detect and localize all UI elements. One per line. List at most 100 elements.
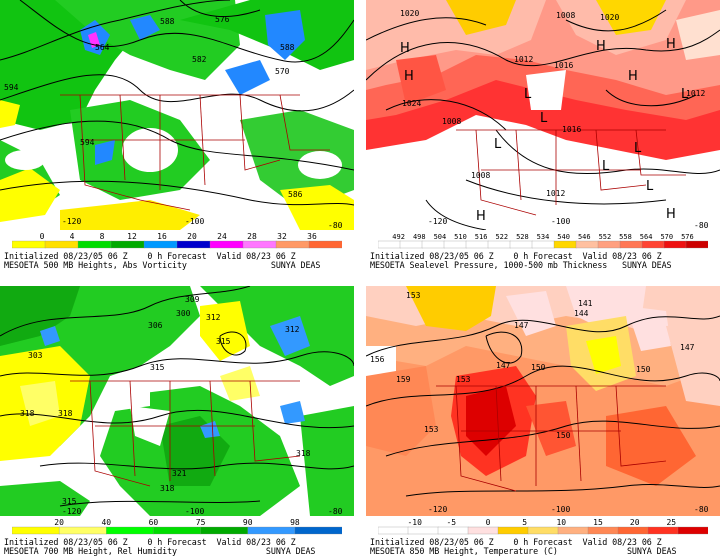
colorbar: 20 40 60 75 90 98	[12, 518, 342, 535]
contour-label: 159	[396, 375, 411, 384]
colorbar-label: 24	[217, 232, 227, 241]
colorbar-swatch	[378, 526, 409, 535]
panel-title: MESOETA Sealevel Pressure, 1000-500 mb T…	[370, 260, 672, 270]
colorbar-swatch	[44, 240, 79, 249]
contour-label: 315	[150, 363, 165, 372]
colorbar-label: 8	[100, 232, 105, 241]
colorbar-swatch	[531, 240, 555, 249]
colorbar-swatch	[509, 240, 533, 249]
low-pressure-marker: L	[634, 141, 642, 156]
contour-label: 1024	[402, 99, 421, 108]
colorbar-swatch	[294, 526, 342, 535]
colorbar-swatch	[209, 240, 244, 249]
contour-label: 1008	[442, 117, 461, 126]
contour-label: 318	[58, 409, 73, 418]
contour-label: 147	[496, 361, 511, 370]
colorbar-swatch	[58, 526, 107, 535]
panel-850mb-temperature: 153 141 144 147 156 159 153 147 150 150 …	[366, 286, 720, 557]
contour-label: 1016	[562, 125, 581, 134]
contour-label: 153	[406, 291, 421, 300]
high-pressure-marker: H	[400, 41, 410, 56]
colorbar-label: 516	[475, 233, 488, 241]
contour-label: 1012	[546, 189, 565, 198]
contour-label: 594	[80, 138, 95, 147]
colorbar-label: 40	[101, 518, 111, 527]
colorbar-label: 5	[522, 518, 527, 527]
contour-label: 306	[148, 321, 163, 330]
colorbar-label: 558	[619, 233, 632, 241]
contour-label: 141	[578, 299, 593, 308]
colorbar-swatch	[242, 240, 277, 249]
low-pressure-marker: L	[494, 137, 502, 152]
contour-label: 570	[275, 67, 290, 76]
colorbar-label: 0	[486, 518, 491, 527]
contour-label: 315	[62, 497, 77, 506]
colorbar-swatch	[12, 526, 60, 535]
contour-label: 1012	[686, 89, 705, 98]
contour-label: 300	[176, 309, 191, 318]
colorbar-swatch	[200, 526, 249, 535]
panel-title: MESOETA 850 MB Height, Temperature (C) S…	[370, 546, 677, 556]
colorbar-swatch	[617, 526, 649, 535]
high-pressure-marker: H	[404, 69, 414, 84]
colorbar-label: 25	[666, 518, 676, 527]
contour-label: 318	[296, 449, 311, 458]
colorbar-swatch	[275, 240, 310, 249]
map-label: -80	[328, 507, 343, 516]
colorbar-swatch	[421, 240, 445, 249]
init-line: Initialized 08/23/05 06 Z 0 h Forecast V…	[4, 251, 296, 261]
colorbar-swatch	[399, 240, 423, 249]
colorbar-label: 0	[40, 232, 45, 241]
contour-label: 594	[4, 83, 19, 92]
contour-label: 321	[172, 469, 187, 478]
colorbar-label: 90	[243, 518, 253, 527]
map-label: -80	[694, 505, 709, 514]
colorbar-label: 12	[127, 232, 137, 241]
colorbar-swatch	[106, 526, 155, 535]
colorbar-label: 540	[557, 233, 570, 241]
colorbar-label: 4	[70, 232, 75, 241]
colorbar-swatch	[647, 526, 679, 535]
contour-label: 1020	[400, 9, 419, 18]
colorbar-swatch	[143, 240, 178, 249]
contour-label: 315	[216, 337, 231, 346]
contour-label: 1012	[514, 55, 533, 64]
low-pressure-marker: L	[540, 111, 548, 126]
high-pressure-marker: H	[666, 207, 676, 222]
contour-label: 582	[192, 55, 207, 64]
low-pressure-marker: L	[524, 87, 532, 102]
colorbar: 0 4 8 12 16 20 24 28 32 36	[12, 232, 342, 249]
colorbar-swatch	[308, 240, 342, 249]
panel-500mb-vorticity: 588 576 564 582 588 570 594 586 594 -120…	[0, 0, 354, 271]
colorbar-label: 36	[307, 232, 317, 241]
colorbar-label: 20	[630, 518, 640, 527]
init-line: Initialized 08/23/05 06 Z 0 h Forecast V…	[370, 537, 662, 547]
colorbar-label: 10	[556, 518, 566, 527]
contour-label: 1020	[600, 13, 619, 22]
contour-label: 564	[95, 43, 110, 52]
panel-title: MESOETA 500 MB Heights, Abs Vorticity SU…	[4, 260, 321, 270]
map-label: -120	[62, 217, 81, 226]
contour-label: 1008	[556, 11, 575, 20]
colorbar-label: 16	[157, 232, 167, 241]
contour-label: 303	[28, 351, 43, 360]
contour-label: 588	[280, 43, 295, 52]
panel-700mb-humidity: 309 300 306 312 315 312 303 318 318 315 …	[0, 286, 354, 557]
colorbar-label: 20	[187, 232, 197, 241]
colorbar-label: 504	[434, 233, 447, 241]
colorbar-label: -5	[446, 518, 456, 527]
colorbar-label: 534	[537, 233, 550, 241]
map-label: -120	[428, 505, 447, 514]
low-pressure-marker: L	[602, 159, 610, 174]
contour-label: 586	[288, 190, 303, 199]
colorbar-label: 32	[277, 232, 287, 241]
colorbar-swatch	[443, 240, 467, 249]
colorbar-swatch	[497, 526, 529, 535]
colorbar: -10 -5 0 5 10 15 20 25	[378, 518, 708, 535]
vorticity-map: 588 576 564 582 588 570 594 586 594 -120…	[0, 0, 354, 230]
init-line: Initialized 08/23/05 06 Z 0 h Forecast V…	[370, 251, 662, 261]
colorbar-swatch	[619, 240, 643, 249]
map-label: -100	[185, 507, 204, 516]
panel-title: MESOETA 700 MB Height, Rel Humidity SUNY…	[4, 546, 316, 556]
colorbar-swatch	[378, 240, 401, 249]
